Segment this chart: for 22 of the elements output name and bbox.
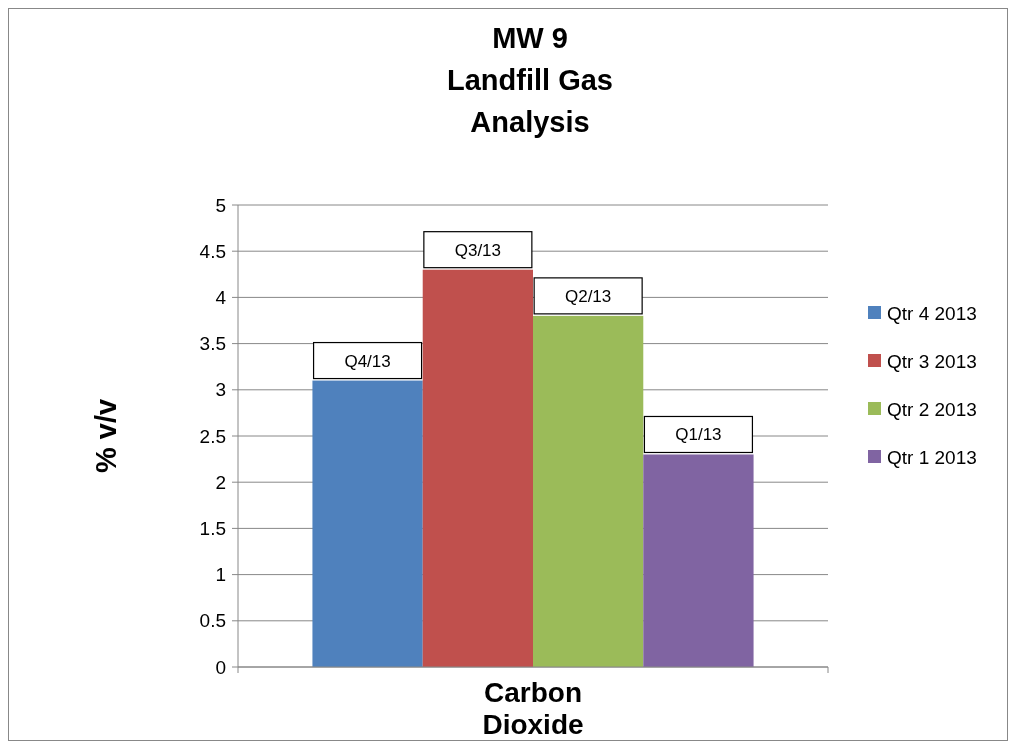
y-tick-label: 0.5 [199, 610, 226, 632]
legend-label: Qtr 2 2013 [887, 398, 977, 420]
y-tick-label: 4 [215, 287, 227, 309]
chart-title: MW 9 Landfill Gas Analysis [447, 22, 613, 138]
data-label: Q4/13 [344, 351, 391, 371]
y-tick-label: 1 [215, 564, 226, 586]
data-label: Q1/13 [675, 425, 722, 445]
y-tick-label: 5 [215, 194, 226, 216]
legend-label: Qtr 4 2013 [887, 302, 977, 324]
legend-label: Qtr 3 2013 [887, 350, 977, 372]
data-label: Q3/13 [454, 240, 502, 260]
data-label: Q2/13 [564, 286, 612, 306]
y-tick-label: 2.5 [199, 425, 226, 447]
y-tick-label: 1.5 [199, 518, 226, 540]
y-tick-label: 0 [215, 656, 226, 678]
y-tick-label: 4.5 [199, 240, 226, 262]
y-tick-label: 3.5 [199, 333, 226, 355]
legend-label: Qtr 1 2013 [887, 446, 977, 468]
y-tick-label: 2 [215, 471, 226, 493]
y-tick-label: 3 [215, 379, 226, 401]
x-tick-label: Carbon Dioxide [482, 677, 584, 740]
y-axis-title: % v/v [90, 398, 122, 474]
